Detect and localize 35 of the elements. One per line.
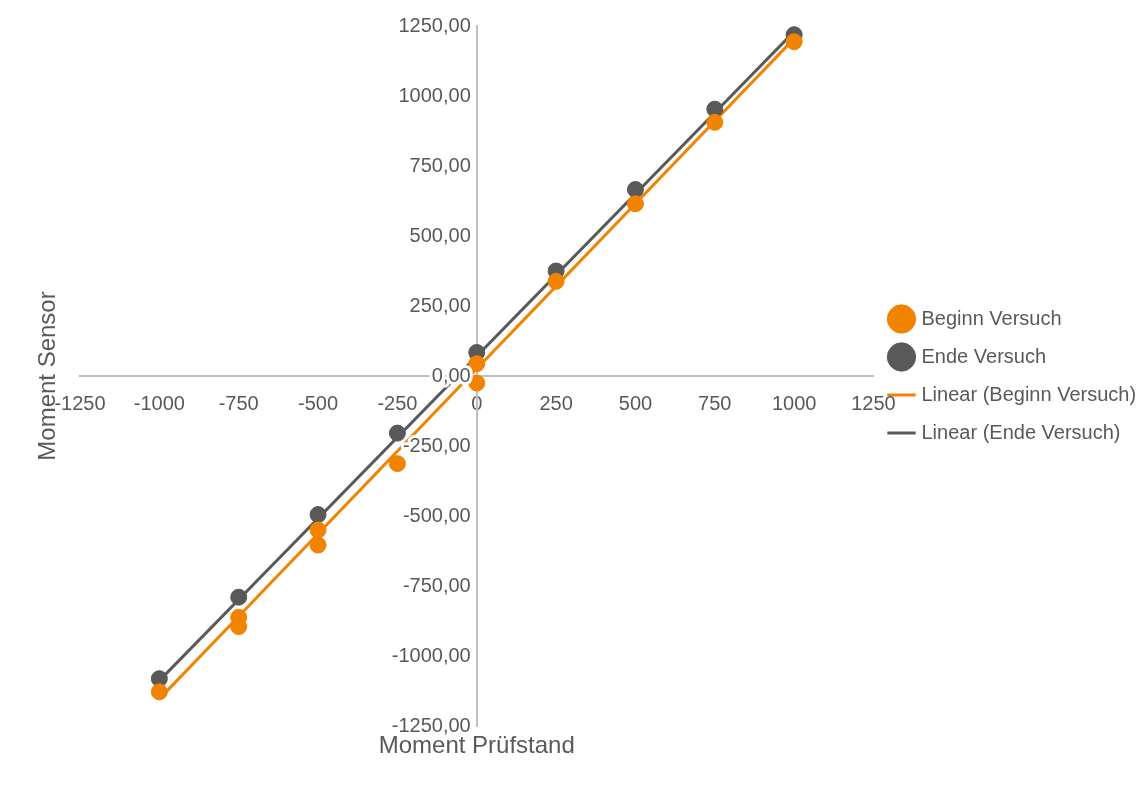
x-tick-label: 1000 <box>771 391 817 414</box>
point <box>388 455 406 473</box>
y-tick-label: 500,00 <box>409 223 471 246</box>
legend-label: Linear (Ende Versuch) <box>921 420 1121 443</box>
legend-label: Ende Versuch <box>921 344 1047 367</box>
x-tick-label: -1000 <box>133 391 185 414</box>
x-tick-label: 250 <box>539 391 573 414</box>
point <box>547 272 565 290</box>
y-tick-label: -750,00 <box>402 573 471 596</box>
point <box>626 195 644 213</box>
y-tick-label: -500,00 <box>402 503 471 526</box>
y-tick-label: -1000,00 <box>391 643 471 666</box>
point <box>309 506 327 524</box>
y-tick-label: 1250,00 <box>398 13 471 36</box>
point <box>309 536 327 554</box>
point <box>230 588 248 606</box>
x-tick-label: 1250 <box>851 391 896 414</box>
point <box>706 113 724 131</box>
point <box>468 355 486 373</box>
x-tick-label: -250 <box>377 391 418 414</box>
legend-label: Linear (Beginn Versuch) <box>921 382 1137 405</box>
point <box>785 33 803 51</box>
x-tick-label: -500 <box>298 391 339 414</box>
x-tick-label: 500 <box>618 391 653 414</box>
y-tick-label: -250,00 <box>402 433 471 456</box>
y-tick-label: 1000,00 <box>398 83 471 106</box>
y-tick-label: 750,00 <box>409 153 471 176</box>
legend-label: Beginn Versuch <box>921 306 1062 329</box>
x-tick-label: 750 <box>698 391 732 414</box>
point <box>626 181 644 199</box>
point <box>309 521 327 539</box>
x-tick-label: -1250 <box>54 391 106 414</box>
y-tick-label: 250,00 <box>409 293 471 316</box>
point <box>150 683 168 701</box>
x-tick-label: -750 <box>218 391 259 414</box>
